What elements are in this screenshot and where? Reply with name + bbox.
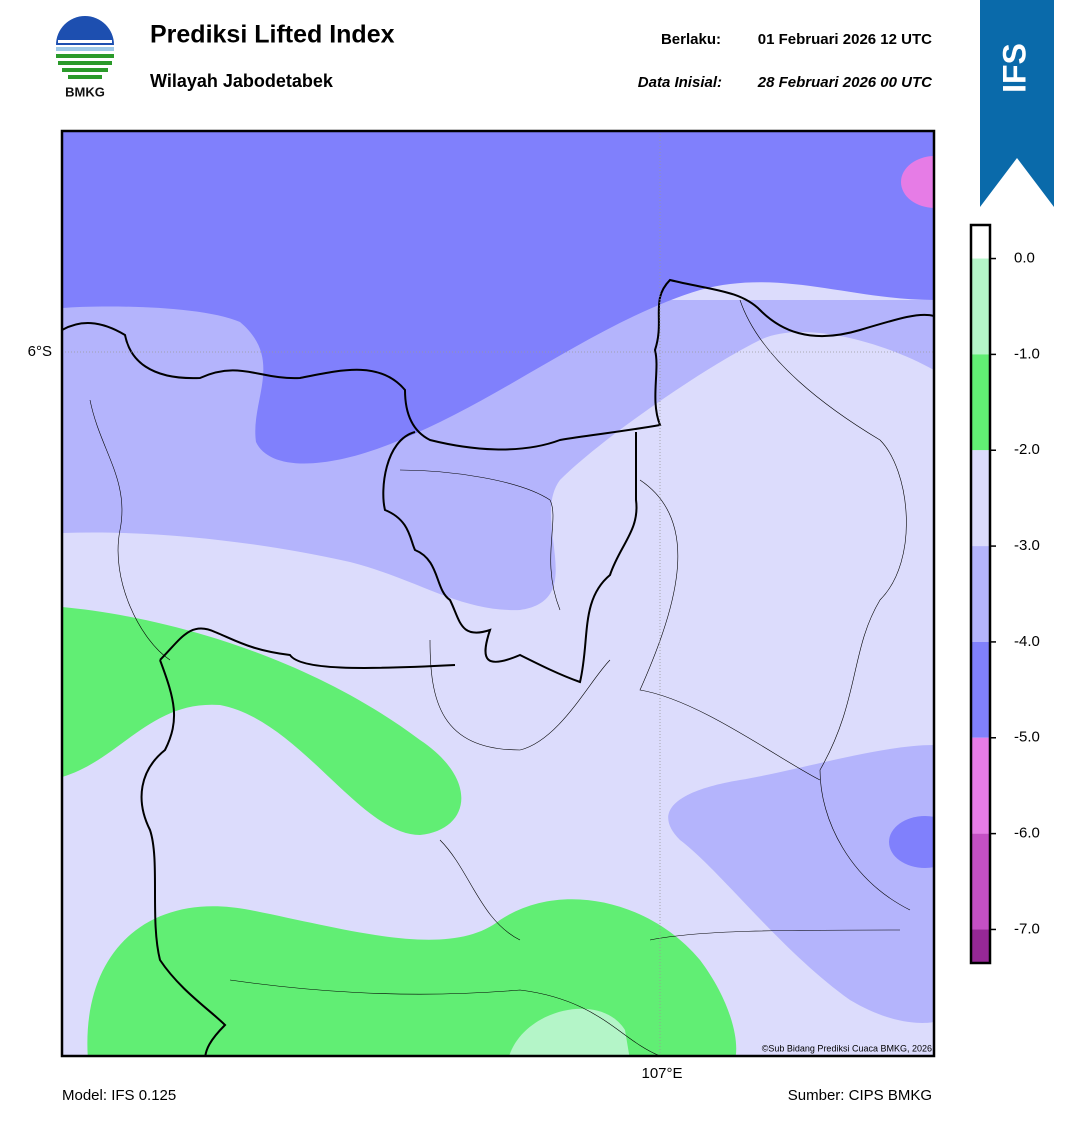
colorbar-segment xyxy=(971,929,990,963)
colorbar-segment xyxy=(971,737,990,834)
colorbar-segment xyxy=(971,354,990,451)
colorbar-tick-label: 0.0 xyxy=(1014,250,1035,267)
colorbar-tick-label: -6.0 xyxy=(1014,825,1040,842)
colorbar: 0.0 -1.0 -2.0 -3.0 -4.0 -5.0 -6.0 -7.0 xyxy=(969,223,1040,965)
subtitle: Wilayah Jabodetabek xyxy=(150,71,334,91)
lat-label: 6°S xyxy=(28,343,52,360)
colorbar-segment xyxy=(971,258,990,355)
map-frame xyxy=(60,129,936,1058)
colorbar-tick-label: -2.0 xyxy=(1014,441,1040,458)
colorbar-segment xyxy=(971,450,990,547)
colorbar-segment xyxy=(971,833,990,930)
colorbar-tick-label: -5.0 xyxy=(1014,729,1040,746)
init-time: 28 Februari 2026 00 UTC xyxy=(757,74,933,91)
logo: BMKG xyxy=(56,16,114,99)
model-badge: IFS xyxy=(980,0,1054,207)
lon-label: 107°E xyxy=(641,1065,682,1082)
logo-text: BMKG xyxy=(65,84,105,99)
valid-time: 01 Februari 2026 12 UTC xyxy=(758,31,932,48)
valid-label: Berlaku: xyxy=(661,31,721,48)
colorbar-segment xyxy=(971,641,990,738)
colorbar-tick-label: -1.0 xyxy=(1014,345,1040,362)
model-note: Model: IFS 0.125 xyxy=(62,1087,176,1104)
badge-text: IFS xyxy=(996,43,1032,93)
colorbar-tick-label: -7.0 xyxy=(1014,920,1040,937)
colorbar-segment xyxy=(971,225,990,259)
colorbar-tick-label: -3.0 xyxy=(1014,537,1040,554)
source-note: Sumber: CIPS BMKG xyxy=(788,1087,932,1104)
colorbar-segment xyxy=(971,546,990,642)
colorbar-tick-label: -4.0 xyxy=(1014,633,1040,650)
init-label: Data Inisial: xyxy=(638,74,722,91)
title: Prediksi Lifted Index xyxy=(150,21,395,49)
map xyxy=(62,131,934,1056)
credit: ©Sub Bidang Prediksi Cuaca BMKG, 2026 xyxy=(762,1043,932,1053)
colorbar-frame xyxy=(969,223,992,965)
